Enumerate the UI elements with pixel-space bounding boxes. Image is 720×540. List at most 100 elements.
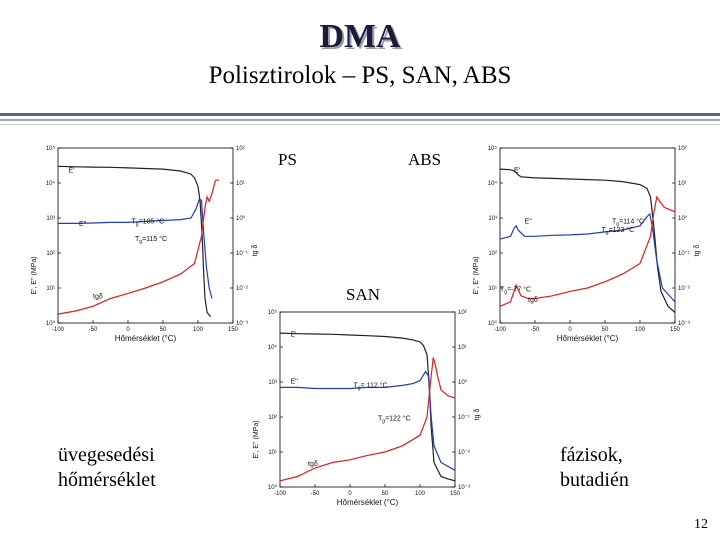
abs-right-tick-label-1: 10¹: [678, 181, 687, 187]
abs-x-tick-label-0: -100: [494, 327, 507, 333]
ps-right-tick-label-2: 10⁰: [236, 215, 246, 222]
san-x-tick-label-2: 0: [348, 491, 352, 497]
abs-chart-label: ABS: [408, 150, 442, 169]
ps-left-tick-label-4: 10¹: [46, 286, 55, 292]
san-series-2-line: [279, 357, 456, 482]
abs-series-0-line: [499, 168, 676, 313]
san-left-axis-label: E', E'' (MPa): [253, 420, 260, 458]
abs-x-tick-label-2: 0: [568, 327, 572, 333]
ps-annotation-3: Tg=115 °C: [135, 235, 167, 245]
san-left-tick-label-3: 10²: [268, 415, 277, 421]
ps-right-axis-label: tg δ: [252, 245, 259, 257]
abs-left-tick-label-4: 10¹: [488, 286, 497, 292]
ps-left-tick-label-0: 10⁵: [46, 145, 56, 152]
abs-right-tick-label-2: 10⁰: [678, 215, 688, 222]
right-note-line-1: fázisok,: [560, 444, 623, 466]
right-note: fázisok, butadién: [560, 443, 629, 493]
ps-right-tick-label-5: 10⁻³: [236, 321, 248, 327]
san-chart-label: SAN: [346, 285, 381, 304]
ps-series-0-line: [57, 165, 212, 318]
abs-x-tick-label-4: 100: [635, 327, 646, 333]
san-x-tick-label-1: -50: [311, 491, 320, 497]
abs-annotation-1: E'': [525, 218, 532, 225]
left-note: üvegesedési hőmérséklet: [58, 443, 156, 493]
san-right-axis-label: tg δ: [474, 409, 481, 421]
slide-title: DMA: [319, 18, 401, 55]
ps-x-tick-label-3: 50: [160, 327, 167, 333]
abs-right-tick-label-0: 10²: [678, 146, 687, 152]
abs-series-2-line: [499, 195, 676, 307]
san-right-tick-label-3: 10⁻¹: [458, 415, 470, 421]
san-right-tick-label-5: 10⁻³: [458, 485, 470, 491]
ps-x-tick-label-1: -50: [89, 327, 98, 333]
abs-series-1-line: [499, 212, 676, 303]
san-left-tick-label-2: 10³: [268, 380, 277, 386]
ps-left-tick-label-1: 10⁴: [46, 180, 56, 187]
san-x-axis-label: Hőmérséklet (°C): [337, 498, 399, 507]
abs-annotation-4: Tg=-77 °C: [500, 285, 531, 295]
abs-x-tick-label-3: 50: [602, 327, 609, 333]
san-left-tick-label-4: 10¹: [268, 450, 277, 456]
san-x-tick-label-5: 150: [450, 491, 461, 497]
ps-x-tick-label-0: -100: [52, 327, 65, 333]
san-annotation-0: E': [291, 331, 297, 338]
san-series-0-line: [279, 332, 456, 482]
san-right-tick-label-1: 10¹: [458, 345, 467, 351]
abs-annotation-2: Tg=114 °C: [612, 217, 644, 227]
ps-x-tick-label-4: 100: [193, 327, 204, 333]
abs-left-tick-label-0: 10⁵: [488, 145, 498, 152]
san-annotation-3: Tg=122 °C: [378, 414, 411, 424]
san-x-tick-label-4: 100: [415, 491, 426, 497]
abs-annotation-3: Tg=123 °C: [602, 226, 635, 236]
san-right-tick-label-0: 10²: [458, 310, 467, 316]
ps-chart-label: PS: [278, 150, 297, 169]
abs-left-tick-label-2: 10³: [488, 216, 497, 222]
ps-series-2-line: [57, 179, 219, 315]
abs-right-tick-label-5: 10⁻³: [678, 321, 690, 327]
abs-right-axis-label: tg δ: [694, 245, 701, 257]
ps-plot-frame: [57, 147, 234, 324]
san-annotation-4: tgδ: [308, 461, 318, 468]
ps-x-tick-label-2: 0: [126, 327, 130, 333]
abs-left-tick-label-1: 10⁴: [488, 180, 498, 187]
ps-left-tick-label-3: 10²: [46, 251, 55, 257]
ps-annotation-0: E': [69, 167, 75, 174]
abs-left-tick-label-5: 10⁰: [488, 320, 498, 327]
abs-annotation-5: tgδ: [528, 297, 538, 304]
left-note-line-2: hőmérséklet: [58, 469, 156, 491]
page-number: 12: [694, 517, 708, 532]
ps-right-tick-label-4: 10⁻²: [236, 286, 248, 292]
san-left-tick-label-1: 10⁴: [268, 344, 278, 351]
ps-annotation-1: E'': [79, 221, 86, 228]
title-rule-thin: [0, 124, 720, 125]
san-annotation-2: Tg= 112 °C: [354, 381, 388, 391]
abs-annotation-0: E': [514, 167, 520, 174]
ps-right-tick-label-0: 10²: [236, 146, 245, 152]
san-right-tick-label-2: 10⁰: [458, 379, 468, 386]
san-left-tick-label-5: 10⁰: [268, 484, 278, 491]
abs-x-axis-label: Hőmérséklet (°C): [557, 334, 619, 343]
ps-x-axis-label: Hőmérséklet (°C): [115, 334, 177, 343]
ps-right-tick-label-3: 10⁻¹: [236, 251, 248, 257]
san-left-tick-label-0: 10⁵: [268, 309, 278, 316]
abs-left-tick-label-3: 10²: [488, 251, 497, 257]
san-x-tick-label-0: -100: [274, 491, 287, 497]
ps-right-tick-label-1: 10¹: [236, 181, 245, 187]
san-annotation-1: E'': [291, 379, 298, 386]
san-x-tick-label-3: 50: [382, 491, 389, 497]
ps-left-tick-label-2: 10³: [46, 216, 55, 222]
abs-x-tick-label-5: 150: [670, 327, 681, 333]
ps-annotation-4: tgδ: [93, 294, 103, 301]
slide-subtitle: Polisztirolok – PS, SAN, ABS: [208, 62, 512, 89]
ps-x-tick-label-5: 150: [228, 327, 239, 333]
abs-left-axis-label: E', E'' (MPa): [473, 256, 480, 294]
san-plot-frame: [279, 311, 456, 488]
san-series-1-line: [280, 370, 456, 471]
title-rule-thick: [0, 113, 720, 116]
right-note-line-2: butadién: [560, 469, 629, 491]
abs-plot-frame: [499, 147, 676, 324]
ps-annotation-2: Tg=105 °C: [132, 217, 165, 227]
ps-series-1-line: [58, 198, 213, 299]
ps-left-tick-label-5: 10⁰: [46, 320, 56, 327]
abs-right-tick-label-4: 10⁻²: [678, 286, 690, 292]
